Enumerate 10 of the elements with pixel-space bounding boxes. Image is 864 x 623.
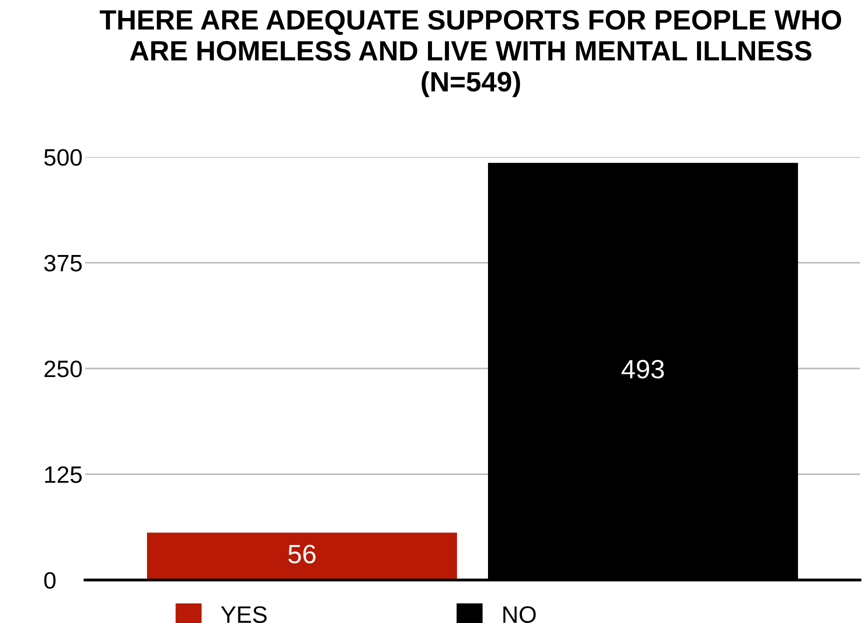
data-label: 56 — [288, 544, 316, 564]
y-tick-label: 125 — [45, 466, 82, 484]
y-tick-label: 375 — [44, 254, 82, 272]
legend-label: YES — [220, 606, 267, 623]
legend-label: NO — [503, 606, 536, 623]
y-tick-label: 500 — [44, 149, 82, 166]
y-tick-label: 250 — [44, 360, 82, 378]
y-tick-label: 0 — [44, 572, 56, 589]
chart-title: THERE ARE ADEQUATE SUPPORTS FOR PEOPLE WHO ARE HOMELESS AND LIVE WITH MENTAL ILLNESS (N=549) — [100, 10, 842, 98]
data-label: 493 — [622, 360, 664, 379]
